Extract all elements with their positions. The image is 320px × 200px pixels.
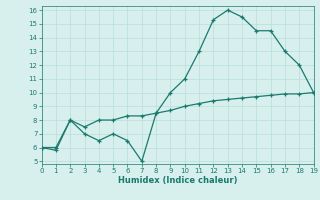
X-axis label: Humidex (Indice chaleur): Humidex (Indice chaleur) — [118, 176, 237, 185]
